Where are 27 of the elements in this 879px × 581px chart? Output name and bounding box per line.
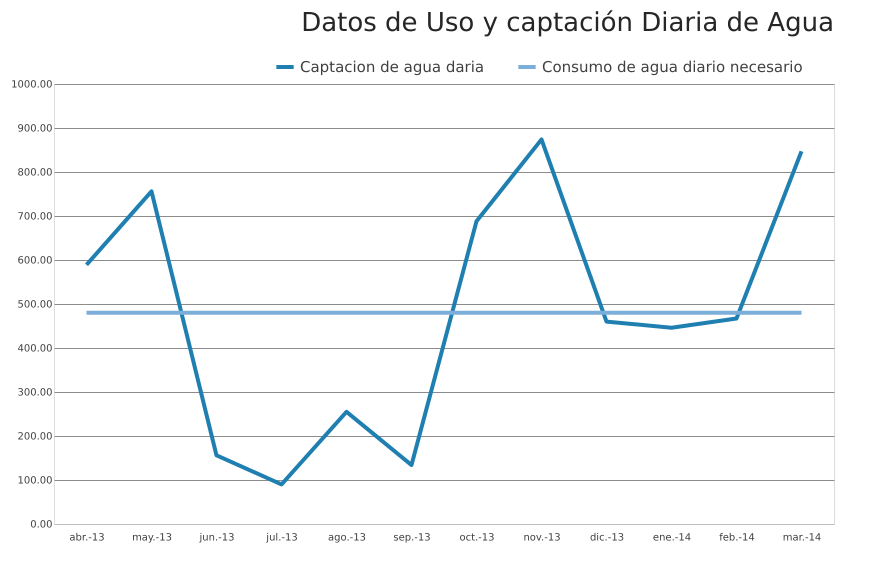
line-series bbox=[84, 137, 804, 486]
y-tick-label: 500.00 bbox=[18, 300, 52, 310]
chart-title: Datos de Uso y captación Diaria de Agua bbox=[301, 8, 834, 38]
legend-label: Consumo de agua diario necesario bbox=[542, 58, 803, 76]
y-tick-label: 100.00 bbox=[18, 476, 52, 486]
x-tick-label: mar.-14 bbox=[782, 532, 822, 544]
legend-label: Captacion de agua daria bbox=[300, 58, 484, 76]
y-tick-label: 0.00 bbox=[30, 520, 52, 530]
x-tick-label: nov.-13 bbox=[523, 532, 561, 544]
x-tick-label: ago.-13 bbox=[328, 532, 366, 544]
x-tick-label: jun.-13 bbox=[198, 532, 234, 544]
x-tick-label: feb.-14 bbox=[719, 532, 755, 544]
y-tick-label: 600.00 bbox=[18, 256, 52, 266]
x-tick-label: ene.-14 bbox=[652, 532, 692, 544]
x-tick-label: sep.-13 bbox=[393, 532, 431, 544]
x-tick-label: may.-13 bbox=[132, 532, 172, 544]
x-tick-label: abr.-13 bbox=[69, 532, 105, 544]
y-tick-label: 1000.00 bbox=[11, 80, 52, 90]
x-tick-label: dic.-13 bbox=[590, 532, 624, 544]
y-tick-label: 400.00 bbox=[18, 344, 52, 354]
x-tick-label: oct.-13 bbox=[459, 532, 495, 544]
x-tick-label: jul.-13 bbox=[265, 532, 298, 544]
y-tick-label: 800.00 bbox=[18, 168, 52, 178]
y-tick-label: 900.00 bbox=[18, 124, 52, 134]
y-tick-label: 700.00 bbox=[18, 212, 52, 222]
y-tick-label: 200.00 bbox=[18, 432, 52, 442]
y-tick-label: 300.00 bbox=[18, 388, 52, 398]
